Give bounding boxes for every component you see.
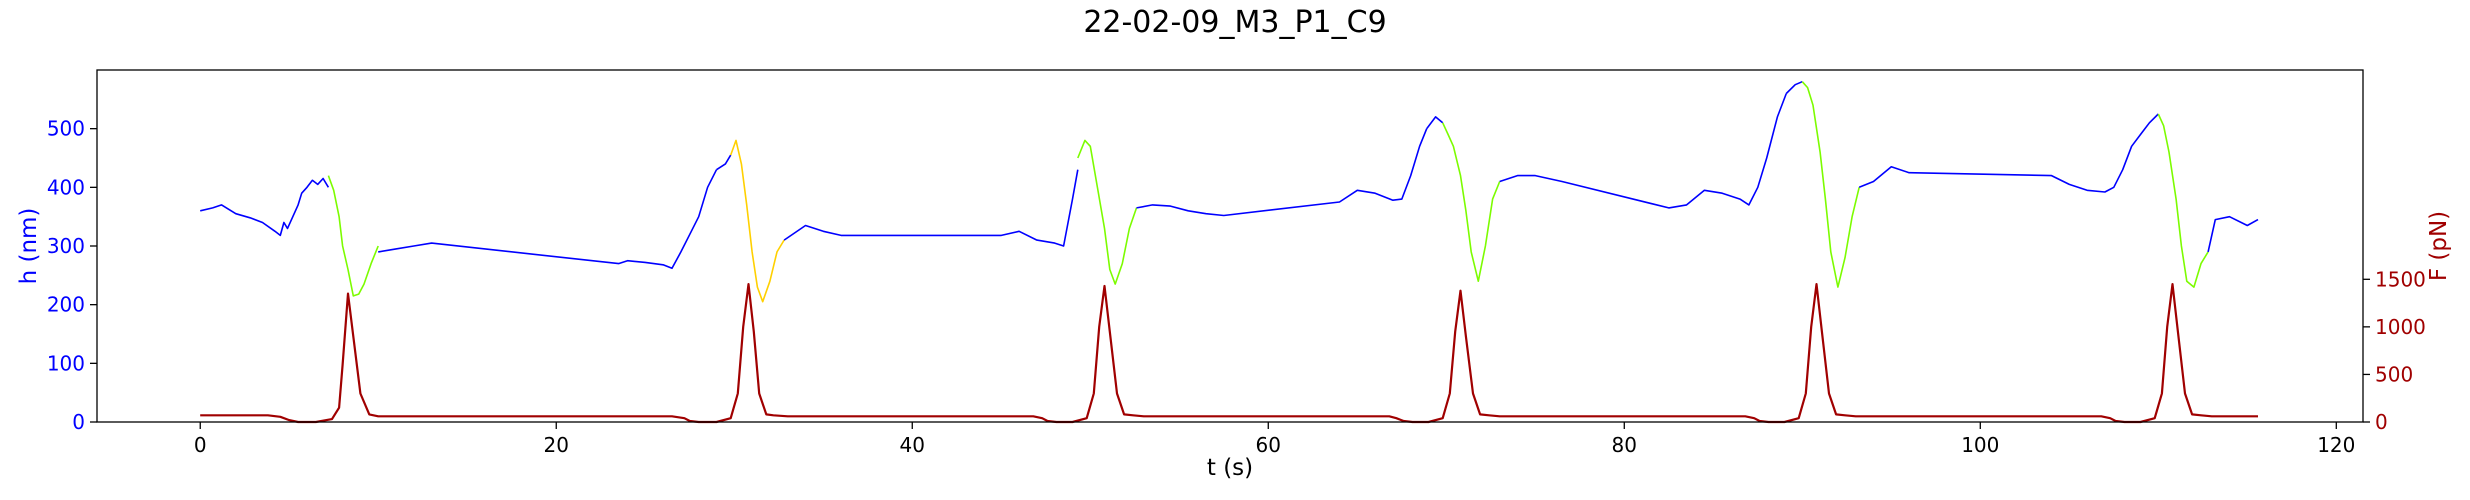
y-axis-right-label: F (pN) [2426,211,2452,281]
y-left-tick-label-500: 500 [47,117,85,141]
height-series-segment-0-10 [1499,93,1788,209]
height-series-segment-0-2 [378,169,718,270]
x-tick-label-120: 120 [2317,433,2355,457]
force-series-line-1-0 [200,283,2258,424]
y-right-tick-label-500: 500 [2375,362,2413,386]
y-left-tick-label-200: 200 [47,293,85,317]
height-series-segment-0-4 [729,139,785,303]
height-series-segment-0-8 [1426,116,1444,130]
height-series-segment-0-11 [1785,80,1803,95]
height-series-segment-0-0 [200,177,330,237]
x-tick-label-40: 40 [900,433,925,457]
height-series-segment-0-12 [1801,81,1860,288]
y-left-tick-label-300: 300 [47,234,85,258]
y-right-tick-label-0: 0 [2375,410,2388,434]
plot-area [200,80,2259,424]
y-right-tick-label-1000: 1000 [2375,315,2426,339]
height-series-segment-0-15 [2207,215,2259,253]
y-axis-left: 0 100 200 300 400 500 [47,117,97,434]
height-series-segment-0-3 [716,154,732,171]
y-left-tick-label-100: 100 [47,351,85,375]
y-left-tick-label-0: 0 [72,410,85,434]
chart-title: 22-02-09_M3_P1_C9 [1083,5,1386,40]
height-series-segment-0-13 [1858,113,2159,193]
height-series-segment-0-9 [1441,122,1501,283]
height-series-segment-0-5 [783,169,1079,247]
height-series-segment-0-7 [1136,128,1428,217]
plot-frame [96,69,2364,423]
x-axis: 0 20 40 60 80 100 120 [194,422,2355,457]
y-right-tick-label-1500: 1500 [2375,267,2426,291]
x-tick-label-80: 80 [1612,433,1637,457]
x-tick-label-60: 60 [1256,433,1281,457]
height-series-segment-0-1 [327,175,379,297]
x-tick-label-0: 0 [194,433,207,457]
height-series-segment-0-14 [2157,113,2209,288]
y-axis-left-label: h (nm) [16,208,42,285]
x-tick-label-100: 100 [1961,433,1999,457]
y-axis-right: 0 500 1000 1500 [2363,267,2426,434]
y-left-tick-label-400: 400 [47,175,85,199]
x-tick-label-20: 20 [544,433,569,457]
x-axis-label: t (s) [1207,455,1253,481]
height-series-segment-0-6 [1077,139,1138,285]
